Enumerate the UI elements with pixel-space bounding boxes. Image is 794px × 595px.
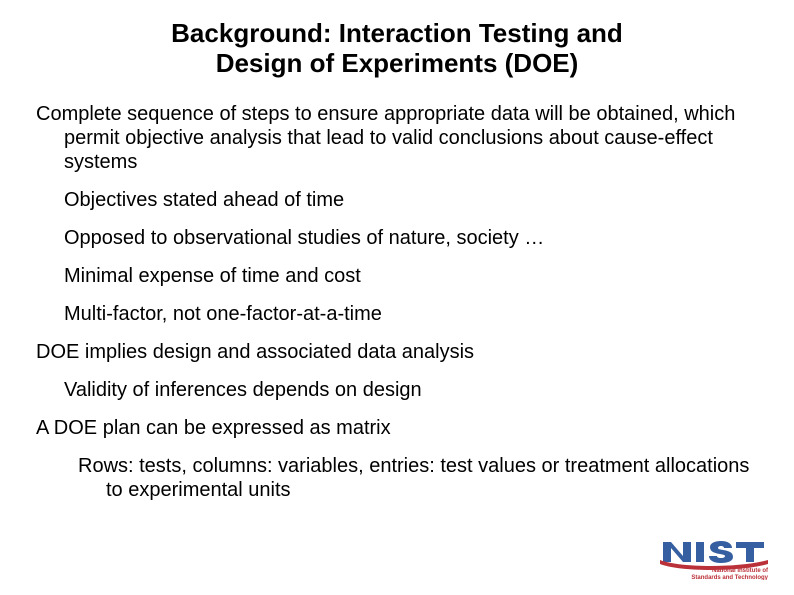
body-paragraph: A DOE plan can be expressed as matrix [36, 416, 758, 440]
body-paragraph: Rows: tests, columns: variables, entries… [78, 454, 758, 502]
title-line-1: Background: Interaction Testing and [36, 18, 758, 48]
body-paragraph: DOE implies design and associated data a… [36, 340, 758, 364]
body-paragraph: Validity of inferences depends on design [64, 378, 758, 402]
nist-logo: National Institute of Standards and Tech… [660, 538, 770, 585]
nist-logo-svg: National Institute of Standards and Tech… [660, 538, 770, 580]
body-paragraph: Opposed to observational studies of natu… [64, 226, 758, 250]
title-line-2: Design of Experiments (DOE) [36, 48, 758, 78]
logo-caption-line-2: Standards and Technology [691, 575, 768, 580]
slide: Background: Interaction Testing and Desi… [0, 0, 794, 595]
body-paragraph: Minimal expense of time and cost [64, 264, 758, 288]
body-paragraph: Multi-factor, not one-factor-at-a-time [64, 302, 758, 326]
body-paragraph: Complete sequence of steps to ensure app… [36, 102, 758, 174]
slide-title: Background: Interaction Testing and Desi… [36, 18, 758, 78]
logo-caption-line-1: National Institute of [712, 568, 769, 574]
body-paragraph: Objectives stated ahead of time [64, 188, 758, 212]
